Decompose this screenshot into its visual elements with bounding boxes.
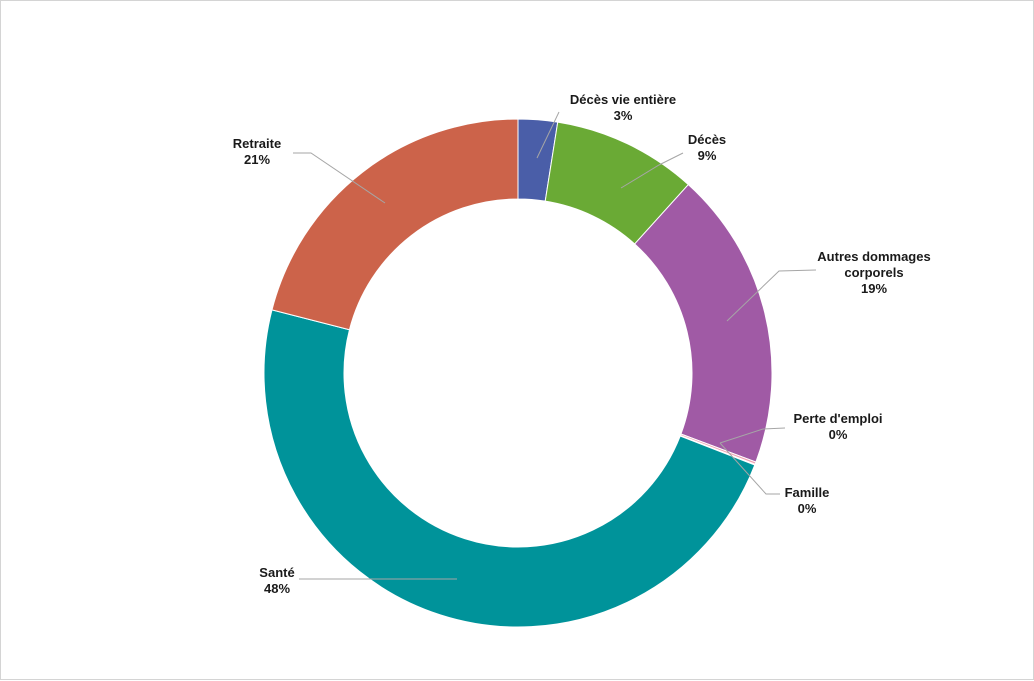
data-label-line: 0% (798, 501, 817, 516)
data-label-line: Retraite (233, 136, 281, 151)
data-label-line: Décès vie entière (570, 92, 676, 107)
leader-line-autres-dommages (726, 269, 817, 322)
data-label-line: Décès (688, 132, 726, 147)
data-label-autres-dommages: Autres dommages corporels 19% (817, 249, 930, 296)
leader-line-perte-d-emploi (719, 427, 786, 444)
data-label-line: Santé (259, 565, 294, 580)
data-label-line: 3% (614, 108, 633, 123)
data-label-line: Perte d'emploi (793, 411, 882, 426)
data-label-line: 48% (264, 581, 290, 596)
leader-line-famille (719, 442, 780, 495)
data-labels: Décès vie entière 3% Décès 9% Autres dommage… (233, 92, 931, 596)
leader-line-retraite (293, 152, 386, 204)
data-label-retraite: Retraite 21% (233, 136, 281, 167)
data-label-line: 21% (244, 152, 270, 167)
data-label-sante: Santé 48% (259, 565, 294, 596)
data-label-line: corporels (844, 265, 903, 280)
data-label-line: 19% (861, 281, 887, 296)
data-label-line: Famille (785, 485, 830, 500)
data-label-line: Autres dommages (817, 249, 930, 264)
data-label-famille: Famille 0% (785, 485, 830, 516)
slice-autres-dommages (633, 183, 773, 463)
data-label-line: 9% (698, 148, 717, 163)
data-label-deces: Décès 9% (688, 132, 726, 163)
data-label-deces-vie-entiere: Décès vie entière 3% (570, 92, 676, 123)
leader-line-deces-vie-entiere (536, 111, 560, 159)
data-label-line: 0% (829, 427, 848, 442)
slice-sante (263, 309, 756, 628)
data-label-perte-d-emploi: Perte d'emploi 0% (793, 411, 882, 442)
leader-line-deces (620, 152, 684, 189)
slice-retraite (271, 118, 519, 331)
donut-slices (263, 118, 773, 628)
